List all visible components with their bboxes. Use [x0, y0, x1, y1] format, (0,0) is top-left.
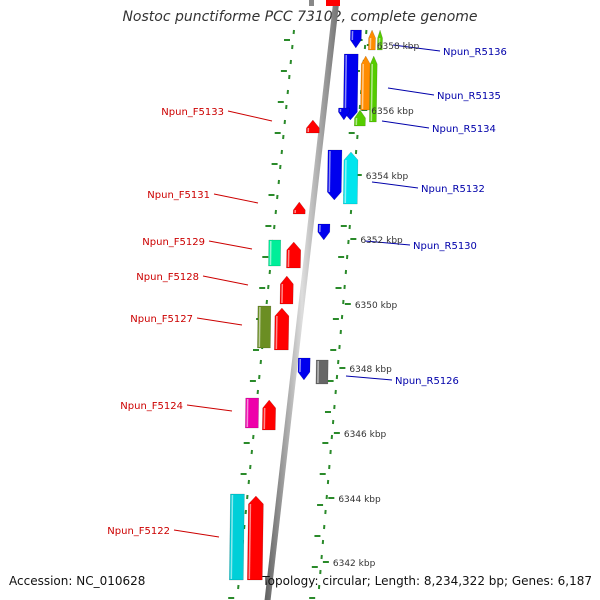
- reverse-leader-line: [345, 375, 393, 381]
- forward-gene-label[interactable]: Npun_F5131: [147, 190, 210, 201]
- gene-npun-f5129[interactable]: [268, 239, 282, 267]
- reverse-gene-label[interactable]: Npun_R5132: [421, 184, 485, 195]
- scale-label: 6344 kbp: [338, 495, 381, 505]
- gene-npun-f5127-olive[interactable]: [257, 305, 272, 349]
- gene-npun-f5131[interactable]: [292, 201, 306, 215]
- reverse-leader-line: [392, 44, 441, 52]
- genome-summary: Topology: circular; Length: 8,234,322 bp…: [262, 574, 592, 588]
- scale-label: 6350 kbp: [355, 301, 398, 311]
- forward-gene-label[interactable]: Npun_F5128: [136, 272, 199, 283]
- reverse-gene-label[interactable]: Npun_R5134: [432, 124, 496, 135]
- gene-reverse-orange[interactable]: [368, 29, 376, 51]
- gene-reverse-blue[interactable]: [350, 29, 362, 49]
- forward-gene-label[interactable]: Npun_F5124: [120, 401, 183, 412]
- gene-npun-f5128[interactable]: [279, 275, 294, 305]
- gene-reverse-blue-small[interactable]: [338, 107, 350, 121]
- gene-npun-r5135[interactable]: [343, 53, 359, 121]
- gene-reverse-green-2[interactable]: [369, 55, 378, 123]
- gene-npun-r5134[interactable]: [354, 109, 366, 127]
- scale-label: 6352 kbp: [360, 236, 403, 246]
- forward-gene-label[interactable]: Npun_F5133: [161, 107, 224, 118]
- forward-leader-line: [202, 275, 249, 286]
- scale-label: 6342 kbp: [333, 559, 376, 569]
- gene-top-stub-gray: [309, 0, 314, 6]
- scale-label: 6354 kbp: [366, 172, 409, 182]
- gene-npun-r5126[interactable]: [297, 357, 311, 381]
- forward-leader-line: [186, 404, 233, 412]
- forward-gene-label[interactable]: Npun_F5127: [130, 314, 193, 325]
- reverse-gene-label[interactable]: Npun_R5136: [443, 47, 507, 58]
- scale-label: 6358 kbp: [377, 42, 420, 52]
- gene-reverse-orange-2[interactable]: [360, 55, 371, 111]
- gene-npun-f5129-red[interactable]: [286, 241, 302, 269]
- forward-leader-line: [196, 317, 243, 326]
- forward-gene-label[interactable]: Npun_F5122: [107, 526, 170, 537]
- gene-npun-f5124-pink[interactable]: [245, 397, 259, 429]
- gene-reverse-green[interactable]: [377, 29, 383, 51]
- gene-npun-f5122[interactable]: [247, 495, 264, 581]
- forward-leader-line: [173, 529, 220, 538]
- forward-leader-line: [208, 240, 253, 250]
- reverse-gene-label[interactable]: Npun_R5130: [413, 241, 477, 252]
- gene-npun-f5124[interactable]: [262, 399, 276, 431]
- gene-npun-f5127[interactable]: [274, 307, 290, 351]
- gene-npun-f5133[interactable]: [305, 119, 320, 134]
- genome-backbone: [264, 0, 340, 600]
- gene-npun-r5130[interactable]: [317, 223, 331, 241]
- gene-features: [229, 0, 383, 581]
- forward-gene-label[interactable]: Npun_F5129: [142, 237, 205, 248]
- scale-label: 6348 kbp: [349, 365, 392, 375]
- gene-npun-r5132[interactable]: [327, 149, 343, 201]
- accession-text: Accession: NC_010628: [9, 574, 146, 588]
- gene-reverse-gray[interactable]: [315, 359, 329, 385]
- reverse-leader-line: [371, 181, 419, 189]
- reverse-leader-line: [381, 120, 430, 129]
- reverse-leader-line: [364, 240, 411, 246]
- gene-reverse-cyan[interactable]: [343, 151, 359, 205]
- backbone-group: [264, 0, 340, 600]
- label-leaders: [173, 44, 441, 538]
- forward-leader-line: [227, 110, 273, 122]
- reverse-leader-line: [387, 87, 435, 96]
- scale-label: 6356 kbp: [371, 107, 414, 117]
- reverse-gene-label[interactable]: Npun_R5126: [395, 376, 459, 387]
- gene-npun-f5122-cyan[interactable]: [229, 493, 245, 581]
- map-title: Nostoc punctiforme PCC 73102, complete g…: [122, 9, 478, 25]
- forward-leader-line: [213, 193, 259, 204]
- scale-label: 6346 kbp: [344, 430, 387, 440]
- reverse-gene-label[interactable]: Npun_R5135: [437, 91, 501, 102]
- gene-top-stub-red: [326, 0, 340, 6]
- feature-labels: 6358 kbp 6356 kbp 6354 kbp 6352 kbp 6350 kbp…: [107, 42, 507, 569]
